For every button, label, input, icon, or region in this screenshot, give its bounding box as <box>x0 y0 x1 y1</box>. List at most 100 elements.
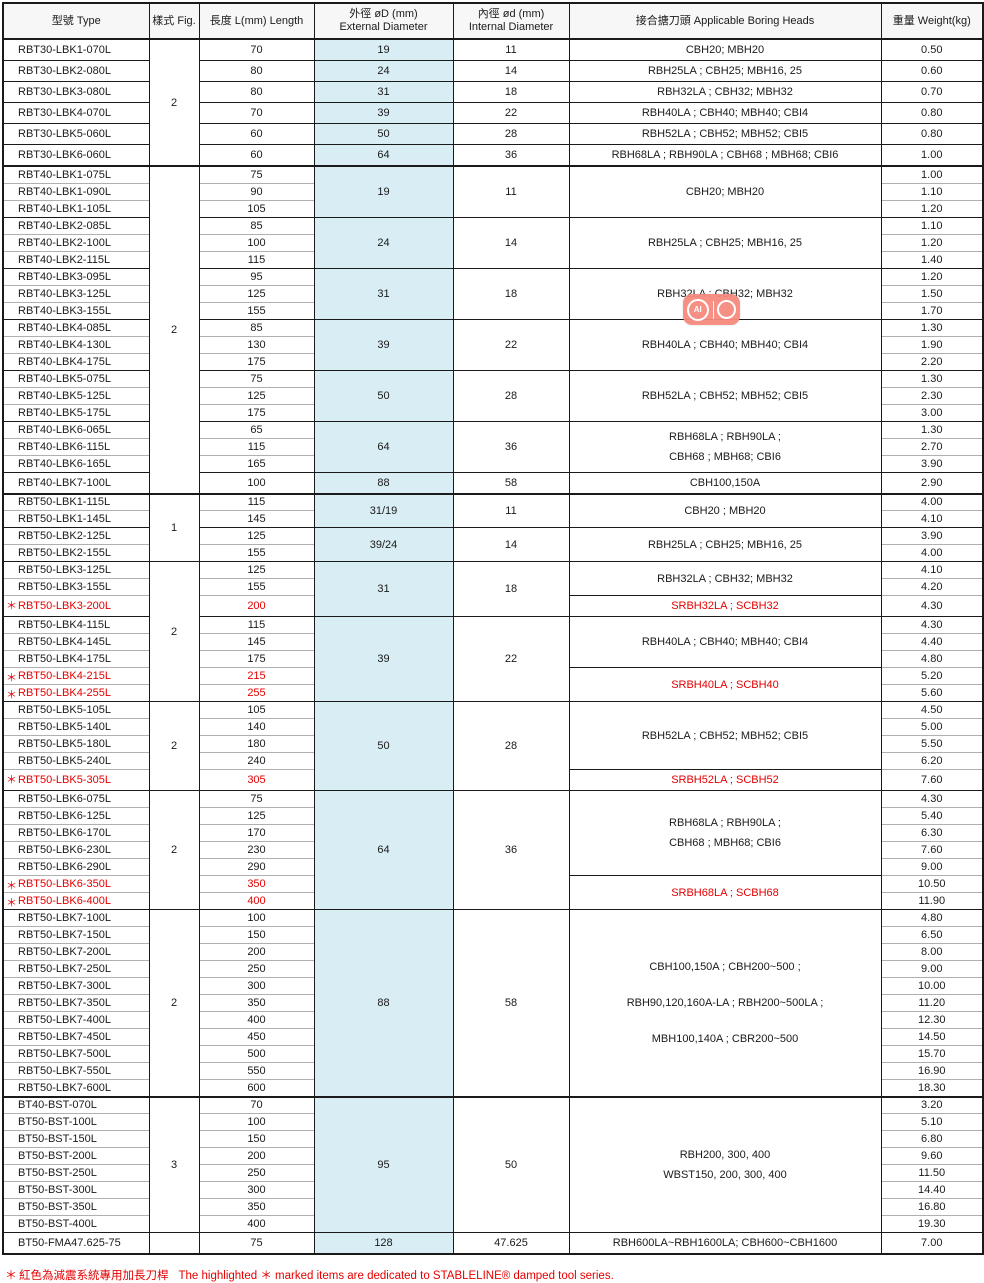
length-cell: 170 <box>198 824 314 842</box>
fig-cell: 2 <box>148 701 199 791</box>
table-row: RBT30-LBK4-070L 70 39 22 RBH40LA ; CBH40; MB… <box>2 102 983 124</box>
ext-diameter-cell: 19 <box>313 165 453 217</box>
type-cell: RBT40-LBK2-100L <box>2 233 149 251</box>
col-header-external-diameter-zh: 外徑 øD (mm) <box>349 8 418 20</box>
ext-diameter-cell: 31/19 <box>313 492 453 528</box>
type-cell: RBT50-LBK4-145L <box>2 633 149 651</box>
boring-heads-cell: RBH40LA ; CBH40; MBH40; CBI4 <box>568 616 881 668</box>
table-row: ＊ RBT50-LBK6-400L 400 11.90 <box>2 892 983 910</box>
type-cell: RBT40-LBK5-125L <box>2 386 149 404</box>
length-cell: 125 <box>198 386 314 404</box>
table-row: RBT50-LBK6-170L 170 6.30 <box>2 824 983 842</box>
length-cell: 200 <box>198 943 314 961</box>
footnote-zh-text: 紅色為減震系統專用加長刀桿 <box>19 1270 169 1282</box>
fig-cell: 2 <box>148 165 199 494</box>
table-row: RBT50-LBK4-115L 115 39 22 RBH40LA ; CBH40; M… <box>2 616 983 702</box>
int-diameter-cell: 18 <box>452 561 569 617</box>
type-cell: RBT50-LBK7-350L <box>2 994 149 1012</box>
length-cell: 350 <box>198 1198 314 1216</box>
type-cell: RBT50-LBK5-240L <box>2 752 149 770</box>
boring-heads-cell: RBH68LA ; RBH90LA ; CBH68 ; MBH68; CBI6 <box>568 420 881 472</box>
type-cell: RBT50-LBK6-075L <box>2 790 149 808</box>
boring-heads-cell: RBH32LA ; CBH32; MBH32 <box>568 81 881 103</box>
weight-cell: 9.60 <box>880 1147 983 1165</box>
length-cell: 150 <box>198 1130 314 1148</box>
weight-cell: 1.20 <box>880 267 983 285</box>
table-row: BT50-BST-250L 250 11.50 <box>2 1164 983 1182</box>
ext-diameter-cell: 24 <box>313 216 453 268</box>
weight-cell: 3.90 <box>880 527 983 545</box>
table-row: RBT40-LBK7-100L 100 88 58 CBH100,150A 2.90 <box>2 471 983 494</box>
length-cell: 70 <box>198 38 314 61</box>
table-row: RBT40-LBK1-105L 105 1.20 <box>2 199 983 217</box>
length-cell: 70 <box>198 1095 314 1114</box>
length-cell: 125 <box>198 527 314 545</box>
type-cell: RBT40-LBK3-125L <box>2 284 149 302</box>
length-cell: 215 <box>198 667 314 685</box>
fig-cell: 1 <box>148 492 199 562</box>
col-header-external-diameter-en: External Diameter <box>339 21 428 33</box>
int-diameter-cell: 47.625 <box>452 1232 569 1254</box>
boring-heads-cell: RBH200, 300, 400 WBST150, 200, 300, 400 <box>568 1095 881 1233</box>
weight-cell: 4.00 <box>880 492 983 511</box>
type-cell: RBT50-LBK7-400L <box>2 1011 149 1029</box>
table-row: RBT50-LBK6-290L 290 9.00 <box>2 858 983 876</box>
length-cell: 155 <box>198 578 314 596</box>
type-cell: RBT40-LBK1-075L <box>2 165 149 183</box>
table-row: RBT40-LBK6-115L 115 2.70 <box>2 437 983 455</box>
table-row: BT50-BST-100L 100 5.10 <box>2 1113 983 1131</box>
boring-bar-spec-table: 型號 Type 樣式 Fig. 長度 L(mm) Length 外徑 øD (m… <box>2 2 984 1255</box>
weight-cell: 4.30 <box>880 595 983 617</box>
type-cell: RBT40-LBK4-130L <box>2 335 149 353</box>
length-cell: 100 <box>198 233 314 251</box>
fig-cell: 2 <box>148 38 199 166</box>
col-header-external-diameter: 外徑 øD (mm) External Diameter <box>313 3 453 40</box>
ext-diameter-cell: 39 <box>313 318 453 370</box>
length-cell: 200 <box>198 595 314 617</box>
length-cell: 95 <box>198 267 314 285</box>
type-cell: RBT50-LBK7-100L <box>2 909 149 927</box>
ai-icon: AI <box>686 298 709 321</box>
table-row: RBT50-LBK4-175L 175 4.80 <box>2 650 983 668</box>
col-header-weight: 重量 Weight(kg) <box>880 3 983 40</box>
table-row: RBT50-LBK7-300L 300 10.00 <box>2 977 983 995</box>
int-diameter-cell: 36 <box>452 144 569 166</box>
weight-cell: 7.60 <box>880 841 983 859</box>
weight-cell: 6.80 <box>880 1130 983 1148</box>
length-cell: 550 <box>198 1062 314 1080</box>
col-header-length: 長度 L(mm) Length <box>198 3 314 40</box>
weight-cell: 5.20 <box>880 667 983 685</box>
length-cell: 100 <box>198 471 314 494</box>
length-cell: 75 <box>198 369 314 387</box>
table-row: RBT40-LBK1-090L 90 1.10 <box>2 182 983 200</box>
weight-cell: 0.50 <box>880 38 983 61</box>
int-diameter-cell: 14 <box>452 527 569 562</box>
fig-cell <box>148 1232 199 1254</box>
type-cell: RBT40-LBK3-095L <box>2 267 149 285</box>
ext-diameter-cell: 64 <box>313 144 453 166</box>
length-cell: 60 <box>198 144 314 166</box>
length-cell: 75 <box>198 165 314 183</box>
weight-cell: 4.40 <box>880 633 983 651</box>
table-row: ＊ RBT50-LBK4-255L 255 5.60 <box>2 684 983 702</box>
weight-cell: 5.50 <box>880 735 983 753</box>
table-row: RBT40-LBK4-085L 85 39 22 RBH40LA ; CBH40; MB… <box>2 318 983 370</box>
table-row: RBT50-LBK3-155L 155 4.20 <box>2 578 983 596</box>
type-cell: RBT40-LBK1-105L <box>2 199 149 217</box>
table-row: RBT40-LBK4-175L 175 2.20 <box>2 352 983 370</box>
boring-heads-cell: RBH25LA ; CBH25; MBH16, 25 <box>568 60 881 82</box>
weight-cell: 9.00 <box>880 858 983 876</box>
weight-cell: 1.20 <box>880 199 983 217</box>
ext-diameter-cell: 95 <box>313 1095 453 1233</box>
weight-cell: 11.50 <box>880 1164 983 1182</box>
ai-watermark-badge: AI <box>683 294 740 325</box>
table-row: ＊ RBT50-LBK5-305L 305 SRBH52LA ; SCBH52 7.60 <box>2 769 983 791</box>
ext-diameter-cell: 50 <box>313 123 453 145</box>
weight-cell: 4.80 <box>880 909 983 927</box>
type-cell: RBT50-LBK4-115L <box>2 616 149 634</box>
table-row: BT50-BST-400L 400 19.30 <box>2 1215 983 1233</box>
type-cell: RBT50-LBK7-500L <box>2 1045 149 1063</box>
ext-diameter-cell: 24 <box>313 60 453 82</box>
table-row: RBT50-LBK5-105L 2 105 50 28 RBH52LA ; CBH52; … <box>2 701 983 791</box>
length-cell: 175 <box>198 352 314 370</box>
